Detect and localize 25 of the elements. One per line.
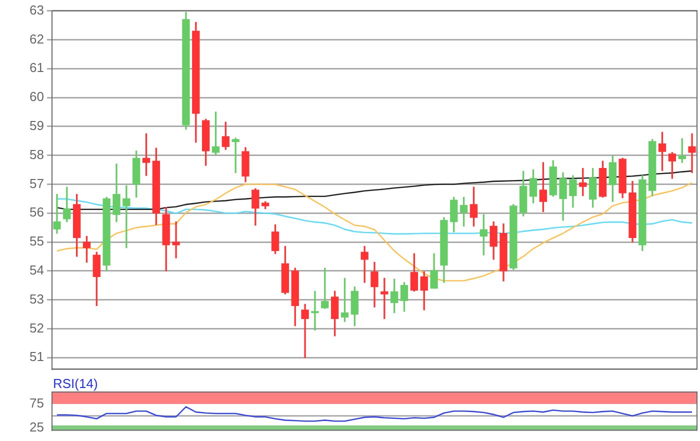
candlestick — [688, 133, 696, 173]
y-tick-label: 54 — [30, 262, 44, 278]
candlestick — [232, 138, 240, 173]
y-tick-label: 59 — [30, 118, 44, 133]
y-tick-label: 55 — [30, 234, 44, 249]
candlestick — [360, 246, 368, 283]
candlestick — [380, 278, 388, 319]
y-tick-label: 56 — [30, 204, 44, 220]
candlestick — [311, 290, 319, 331]
candlestick — [172, 221, 180, 258]
y-tick-label: 53 — [30, 291, 44, 306]
candlestick — [301, 304, 309, 358]
y-tick-label: 58 — [30, 146, 44, 162]
candlestick — [53, 194, 61, 234]
y-tick-label: 61 — [30, 60, 44, 76]
chart-title: RSI(14) — [53, 376, 98, 392]
y-tick-label: 52 — [30, 320, 44, 336]
y-tick-label: 25 — [30, 419, 44, 434]
y-tick-label: 60 — [30, 89, 44, 104]
y-tick-label: 51 — [30, 349, 44, 364]
y-tick-label: 63 — [30, 2, 44, 18]
candlestick — [122, 185, 130, 248]
y-tick-label: 75 — [30, 396, 44, 411]
y-tick-label: 57 — [30, 176, 44, 191]
y-tick-label: 62 — [30, 31, 44, 46]
